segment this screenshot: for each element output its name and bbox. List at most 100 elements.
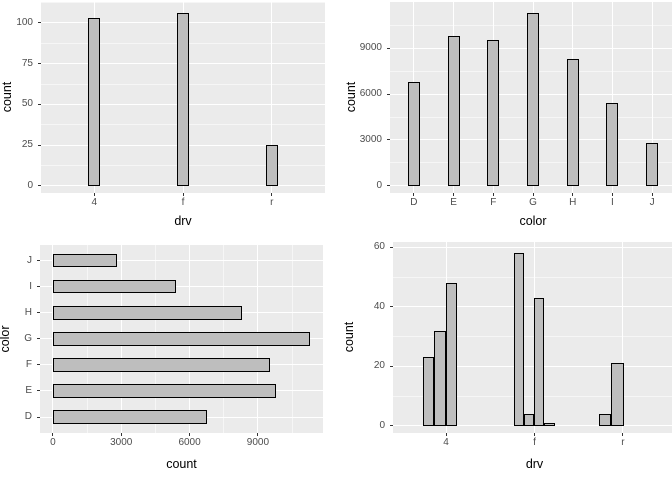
y-tick-label: 100: [16, 16, 33, 28]
tick-mark: [37, 260, 40, 262]
bar: [534, 297, 545, 426]
bar: [598, 413, 612, 426]
x-axis-title: color: [519, 214, 547, 228]
bar: [487, 39, 500, 186]
chart-top-left: 0 25 50 75 100 4 f r drv count: [0, 0, 336, 240]
bar: [177, 13, 189, 186]
x-tick-label: 3000: [110, 436, 133, 448]
tick-mark: [38, 185, 41, 187]
bar: [611, 363, 624, 426]
grid-major-line: [393, 365, 672, 367]
bar: [566, 58, 579, 186]
tick-mark: [189, 432, 191, 436]
tick-mark: [622, 432, 624, 436]
grid-major-line: [40, 260, 323, 262]
y-axis-title: count: [342, 322, 356, 353]
tick-mark: [390, 306, 393, 308]
bar: [52, 306, 243, 320]
y-tick-label: J: [27, 254, 32, 266]
tick-mark: [453, 192, 455, 196]
x-tick-label: 0: [50, 436, 56, 448]
y-tick-label: E: [25, 384, 32, 396]
tick-mark: [387, 93, 390, 95]
tick-mark: [182, 192, 184, 196]
tick-mark: [38, 22, 41, 24]
grid-major-line: [393, 246, 672, 248]
bar: [52, 253, 117, 268]
grid-major-line: [622, 242, 624, 433]
bar: [407, 82, 420, 186]
tick-mark: [120, 432, 122, 436]
bar: [646, 142, 659, 186]
y-tick-label: 0: [379, 419, 385, 431]
y-tick-label: 75: [21, 57, 33, 69]
grid-minor-line: [393, 276, 672, 278]
bar: [523, 413, 535, 426]
tick-mark: [390, 425, 393, 427]
y-tick-label: 9000: [359, 42, 382, 54]
y-tick-label: 6000: [359, 88, 382, 100]
bar: [527, 13, 539, 186]
tick-mark: [390, 246, 393, 248]
bar: [52, 384, 277, 398]
x-axis-title: drv: [525, 457, 544, 471]
bar: [88, 18, 101, 186]
x-tick-label: 4: [443, 436, 449, 448]
y-tick-label: 0: [27, 179, 33, 191]
tick-mark: [651, 192, 653, 196]
x-tick-label: f: [533, 436, 536, 448]
grid-major-line: [611, 2, 613, 193]
grid-major-line: [271, 2, 273, 193]
x-tick-label: H: [569, 196, 577, 208]
tick-mark: [387, 139, 390, 141]
x-tick-label: 6000: [178, 436, 201, 448]
tick-mark: [52, 432, 54, 436]
tick-mark: [37, 416, 40, 418]
tick-mark: [492, 192, 494, 196]
chart-bottom-right: 0 20 40 60 4 f r drv count: [336, 240, 672, 480]
tick-mark: [37, 364, 40, 366]
x-tick-label: J: [649, 196, 655, 208]
tick-mark: [271, 192, 273, 196]
bar: [434, 330, 446, 426]
tick-mark: [257, 432, 259, 436]
x-axis-title: drv: [174, 214, 192, 228]
tick-mark: [387, 47, 390, 49]
grid-major-line: [393, 425, 672, 427]
tick-mark: [38, 63, 41, 65]
tick-mark: [37, 286, 40, 288]
y-tick-label: H: [24, 306, 32, 318]
y-tick-label: F: [25, 358, 32, 370]
grid-minor-line: [393, 395, 672, 397]
bar: [544, 422, 555, 426]
tick-mark: [532, 192, 534, 196]
x-tick-label: I: [611, 196, 614, 208]
y-tick-label: 25: [21, 139, 33, 151]
y-tick-label: 3000: [359, 133, 382, 145]
y-tick-label: 60: [373, 241, 385, 253]
bar: [52, 358, 271, 372]
bar: [52, 279, 177, 294]
grid-minor-line: [393, 336, 672, 338]
bar: [265, 145, 278, 186]
tick-mark: [38, 103, 41, 105]
x-tick-label: F: [490, 196, 497, 208]
y-axis-title: count: [0, 82, 14, 113]
tick-mark: [534, 432, 535, 436]
tick-mark: [38, 144, 41, 146]
y-tick-label: 40: [373, 300, 385, 312]
grid-major-line: [651, 2, 653, 193]
tick-mark: [445, 432, 447, 436]
bar: [445, 282, 457, 426]
y-axis-title: color: [0, 325, 12, 353]
tick-mark: [413, 192, 415, 196]
bar: [606, 102, 619, 186]
y-tick-label: 0: [376, 179, 382, 191]
bar: [52, 410, 208, 424]
x-tick-label: D: [410, 196, 418, 208]
tick-mark: [37, 390, 40, 392]
tick-mark: [387, 185, 390, 187]
